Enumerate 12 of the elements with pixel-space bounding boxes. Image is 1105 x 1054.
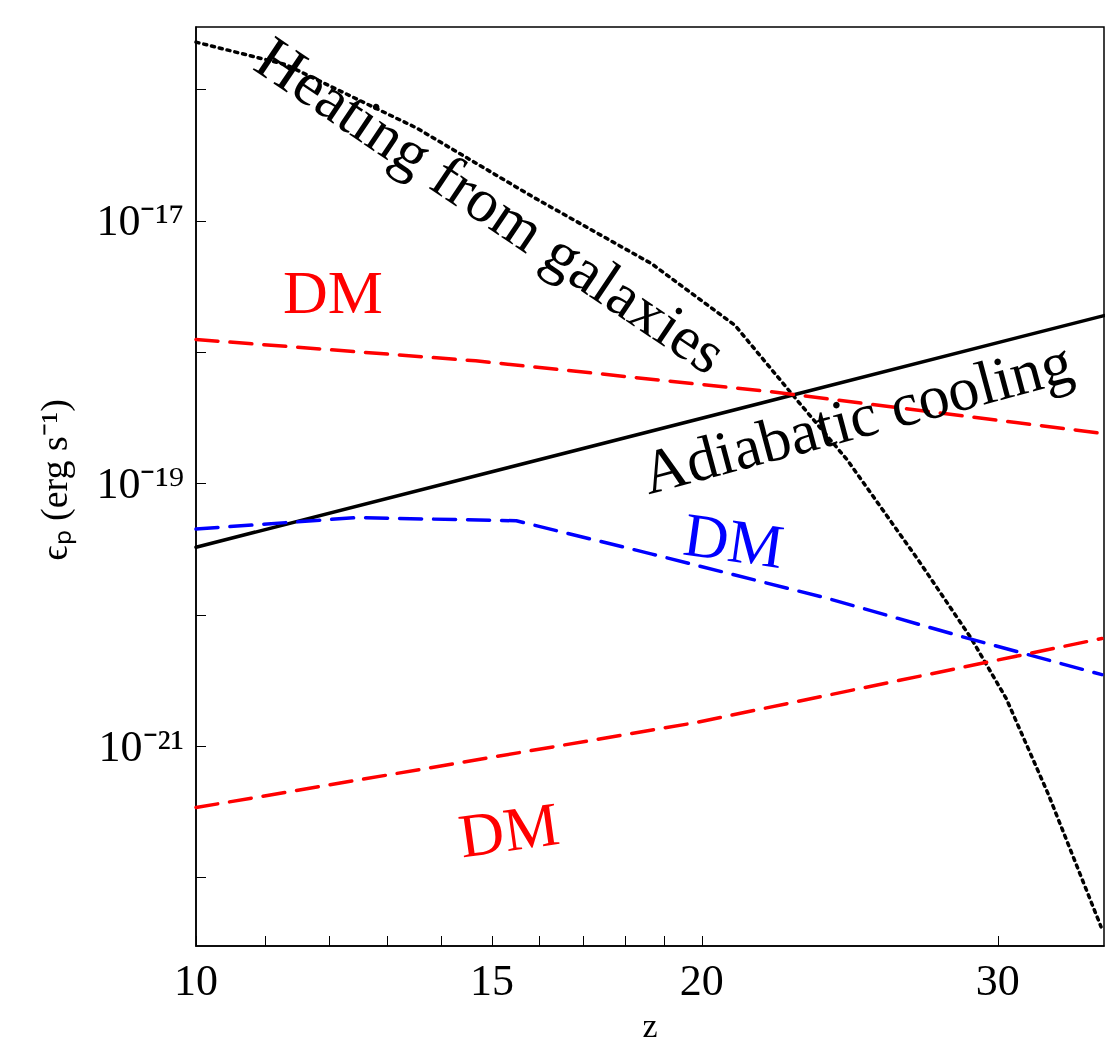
text: DM: [454, 789, 564, 871]
x-tick-label: 20: [679, 955, 724, 1005]
x-tick-label: 15: [469, 955, 514, 1005]
x-tick-label: 10: [174, 955, 218, 1005]
y-tick-label: 10⁻¹⁷: [96, 196, 184, 246]
y-axis-title: ϵₚ (erg s⁻¹): [32, 399, 77, 561]
series-label: DM: [283, 258, 383, 327]
y-tick-label: 10⁻²¹: [98, 721, 184, 771]
text: DM: [679, 499, 788, 581]
x-tick-label: 30: [975, 955, 1020, 1005]
x-axis-title: z: [642, 1006, 658, 1044]
y-tick-label: 10⁻¹⁹: [96, 459, 184, 508]
